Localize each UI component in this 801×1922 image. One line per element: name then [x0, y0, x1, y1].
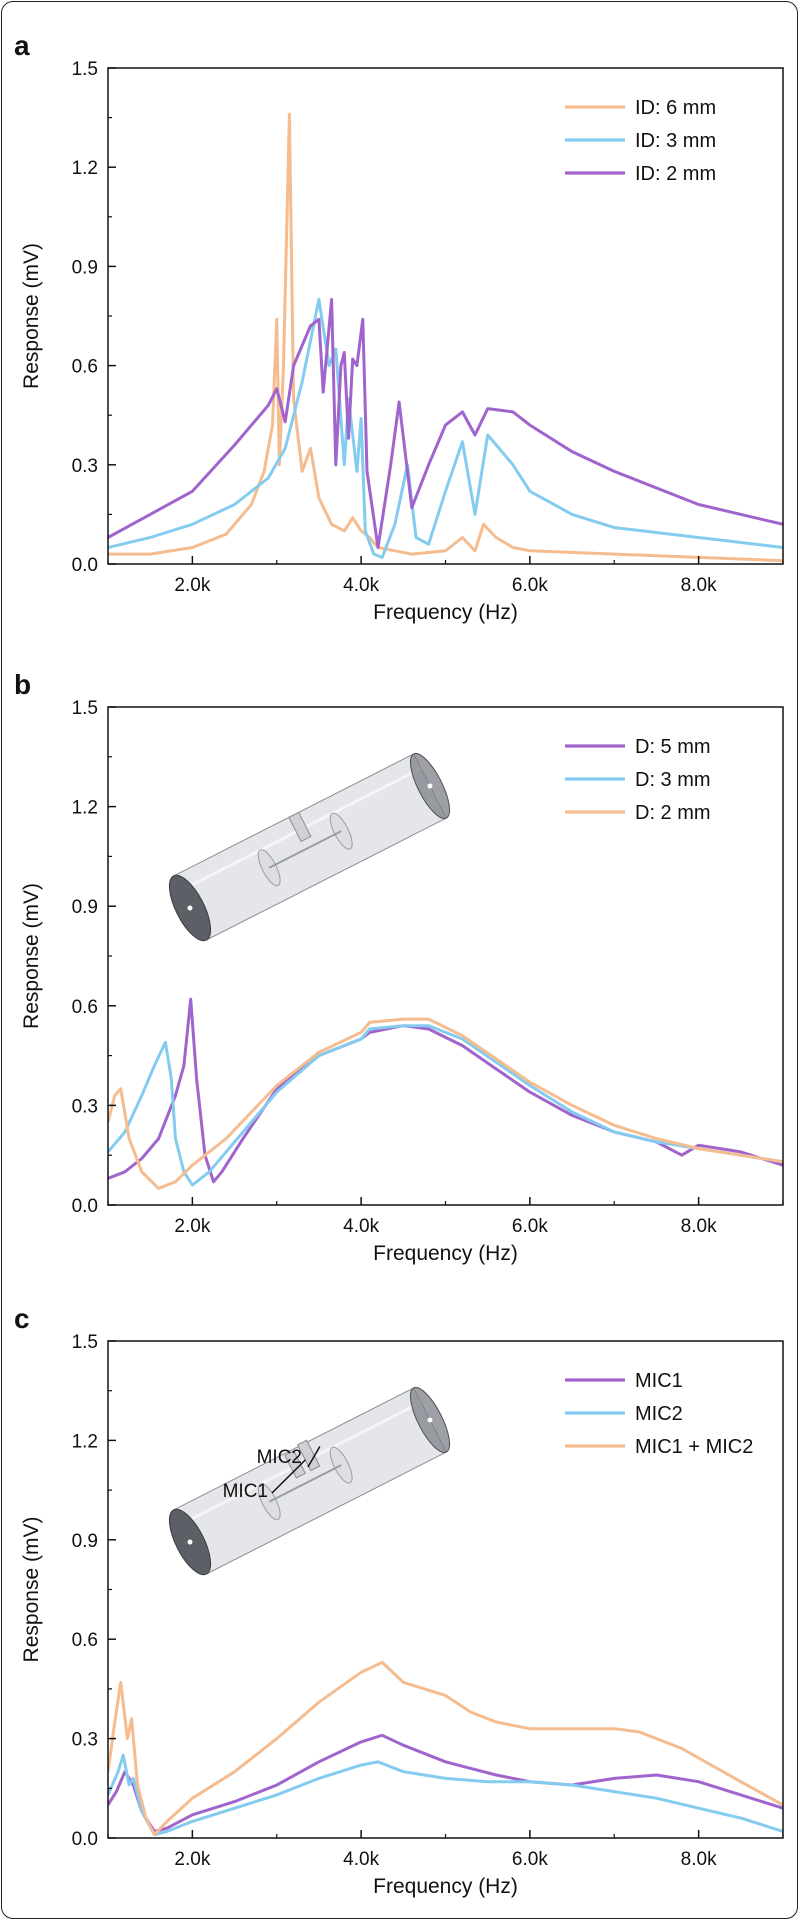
front-cap-hole — [187, 905, 193, 911]
y-tick-label: 0.3 — [72, 1730, 98, 1751]
y-axis-label: Response (mV) — [20, 1517, 43, 1663]
x-tick-label: 4.0k — [343, 1216, 379, 1237]
x-tick-label: 6.0k — [512, 575, 548, 596]
inner-rod — [268, 830, 342, 869]
series-line-2 — [108, 1753, 783, 1837]
cylinder-illustration — [168, 1386, 451, 1576]
back-cap-hole — [427, 783, 433, 789]
legend-label-1: ID: 6 mm — [635, 97, 716, 119]
mic1-post — [284, 1450, 306, 1479]
y-tick-label: 1.2 — [72, 1431, 98, 1452]
inner-rod — [268, 1464, 342, 1503]
legend-label-1: MIC1 — [635, 1370, 683, 1392]
y-axis-label: Response (mV) — [20, 883, 43, 1029]
x-tick-label: 6.0k — [512, 1216, 548, 1237]
series-line-3 — [108, 298, 783, 549]
y-tick-label: 0.9 — [72, 257, 98, 278]
y-tick-label: 0.6 — [72, 997, 98, 1018]
x-tick-label: 4.0k — [343, 575, 379, 596]
y-tick-label: 0.3 — [72, 456, 98, 477]
series-line-2 — [108, 1024, 783, 1187]
y-tick-label: 0.9 — [72, 897, 98, 918]
x-tick-label: 2.0k — [174, 1849, 210, 1870]
legend-label-1: D: 5 mm — [635, 736, 711, 758]
x-tick-label: 8.0k — [681, 1849, 717, 1870]
x-tick-label: 8.0k — [681, 1216, 717, 1237]
y-tick-label: 0.6 — [72, 1630, 98, 1651]
panel-letter: b — [14, 669, 31, 700]
legend-label-2: ID: 3 mm — [635, 130, 716, 152]
front-cap-hole — [187, 1539, 193, 1545]
series-line-2 — [108, 298, 783, 559]
y-tick-label: 0.0 — [72, 1196, 98, 1217]
chart-panel-a: a 2.0k 4.0k 6.0k 8.0k 0.0 0.3 0.6 0.9 1.2 1.5 Frequ… — [14, 30, 784, 624]
y-tick-label: 0.0 — [72, 555, 98, 576]
x-axis-label: Frequency (Hz) — [373, 1242, 518, 1265]
y-tick-label: 1.5 — [72, 1332, 98, 1353]
chart-panel-b: b 2.0k 4.0k 6.0k 8.0k 0.0 0.3 0.6 0.9 1.2 1.5 Frequ… — [14, 669, 784, 1265]
y-tick-label: 0.9 — [72, 1531, 98, 1552]
legend-label-2: D: 3 mm — [635, 769, 711, 791]
y-axis-label: Response (mV) — [20, 243, 43, 389]
panel-letter: c — [14, 1303, 30, 1334]
legend-label-3: D: 2 mm — [635, 802, 711, 824]
y-tick-label: 1.5 — [72, 59, 98, 80]
y-tick-label: 0.0 — [72, 1829, 98, 1850]
legend-label-3: MIC1 + MIC2 — [635, 1436, 753, 1458]
y-tick-label: 0.3 — [72, 1096, 98, 1117]
series-line-3 — [108, 1017, 783, 1190]
y-tick-label: 1.5 — [72, 698, 98, 719]
legend-label-3: ID: 2 mm — [635, 163, 716, 185]
x-axis-label: Frequency (Hz) — [373, 601, 518, 624]
x-tick-label: 2.0k — [174, 1216, 210, 1237]
series-line-1 — [108, 112, 783, 563]
mic2-post — [296, 1439, 321, 1472]
chart-panel-c: c MIC2 MIC1 2.0k 4.0k 6.0k 8.0k 0.0 0.3 0.6 0.9 1.2… — [14, 1303, 784, 1898]
legend-label-2: MIC2 — [635, 1403, 683, 1425]
back-cap-hole — [427, 1417, 433, 1423]
cylinder-illustration — [168, 752, 451, 942]
panel-letter: a — [14, 30, 30, 61]
mic1-callout-label: MIC1 — [223, 1481, 268, 1502]
mic-post — [288, 811, 312, 843]
x-tick-label: 2.0k — [174, 575, 210, 596]
mic2-callout-label: MIC2 — [257, 1447, 302, 1468]
y-tick-label: 1.2 — [72, 158, 98, 179]
x-tick-label: 4.0k — [343, 1849, 379, 1870]
mic1-callout-line — [271, 1459, 306, 1494]
y-tick-label: 1.2 — [72, 798, 98, 819]
mic2-callout-line — [307, 1446, 321, 1468]
x-tick-label: 8.0k — [681, 575, 717, 596]
x-axis-label: Frequency (Hz) — [373, 1875, 518, 1898]
y-tick-label: 0.6 — [72, 357, 98, 378]
x-tick-label: 6.0k — [512, 1849, 548, 1870]
series-line-3 — [108, 1660, 783, 1837]
